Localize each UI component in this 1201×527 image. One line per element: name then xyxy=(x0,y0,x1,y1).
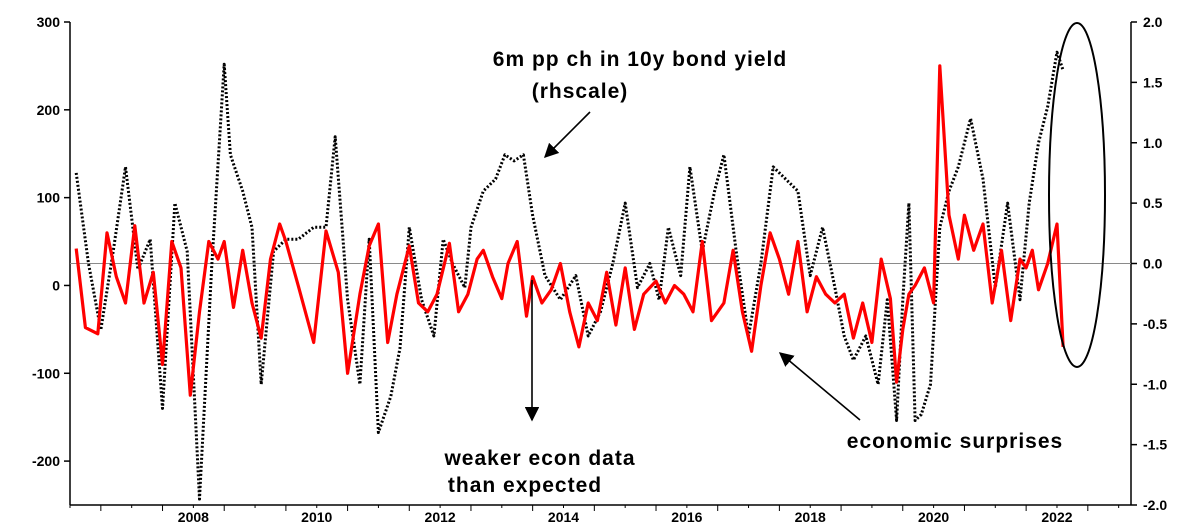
right-tick-label: -0.5 xyxy=(1143,316,1167,332)
ticks: 300 200 100 0 -100 -200 2.0 1.5 1.0 0.5 0.0 -0.5 -1.… xyxy=(32,14,1167,525)
x-tick-label: 2012 xyxy=(425,509,456,525)
right-tick-label: -1.0 xyxy=(1143,376,1167,392)
bond-yield-label-line2: (rhscale) xyxy=(532,80,629,103)
series-layer xyxy=(74,50,1065,501)
left-tick-label: 100 xyxy=(37,190,61,206)
right-tick-label: 0.5 xyxy=(1143,195,1163,211)
right-tick-label: 1.5 xyxy=(1143,74,1163,90)
x-tick-label: 2018 xyxy=(795,509,826,525)
right-tick-label: 0.0 xyxy=(1143,256,1163,272)
x-tick-label: 2016 xyxy=(671,509,702,525)
right-tick-label: -1.5 xyxy=(1143,437,1167,453)
x-tick-label: 2014 xyxy=(548,509,579,525)
x-tick-label: 2020 xyxy=(918,509,949,525)
right-tick-label: 2.0 xyxy=(1143,14,1163,30)
surprises-arrow xyxy=(778,352,861,421)
x-tick-label: 2022 xyxy=(1041,509,1072,525)
highlight-ellipse xyxy=(1048,22,1106,368)
weaker-data-label-line2: than expected xyxy=(448,474,602,497)
economic-surprises-series-line xyxy=(74,64,1065,397)
annotations: 6m pp ch in 10y bond yield (rhscale) wea… xyxy=(443,22,1106,497)
bond-yield-arrow xyxy=(543,111,591,159)
left-tick-label: -100 xyxy=(32,365,60,381)
x-tick-label: 2008 xyxy=(178,509,209,525)
axes xyxy=(69,22,1132,506)
right-tick-label: 1.0 xyxy=(1143,135,1163,151)
left-tick-label: 300 xyxy=(37,14,61,30)
left-tick-label: 200 xyxy=(37,102,61,118)
x-tick-label: 2010 xyxy=(301,509,332,525)
bond-yield-series-line xyxy=(74,50,1065,501)
left-tick-label: -200 xyxy=(32,453,60,469)
bond-yield-label-line1: 6m pp ch in 10y bond yield xyxy=(493,48,787,71)
right-tick-label: -2.0 xyxy=(1143,497,1167,513)
weaker-data-label-line1: weaker econ data xyxy=(443,447,635,470)
surprises-label: economic surprises xyxy=(847,430,1063,453)
left-tick-label: 0 xyxy=(52,277,60,293)
